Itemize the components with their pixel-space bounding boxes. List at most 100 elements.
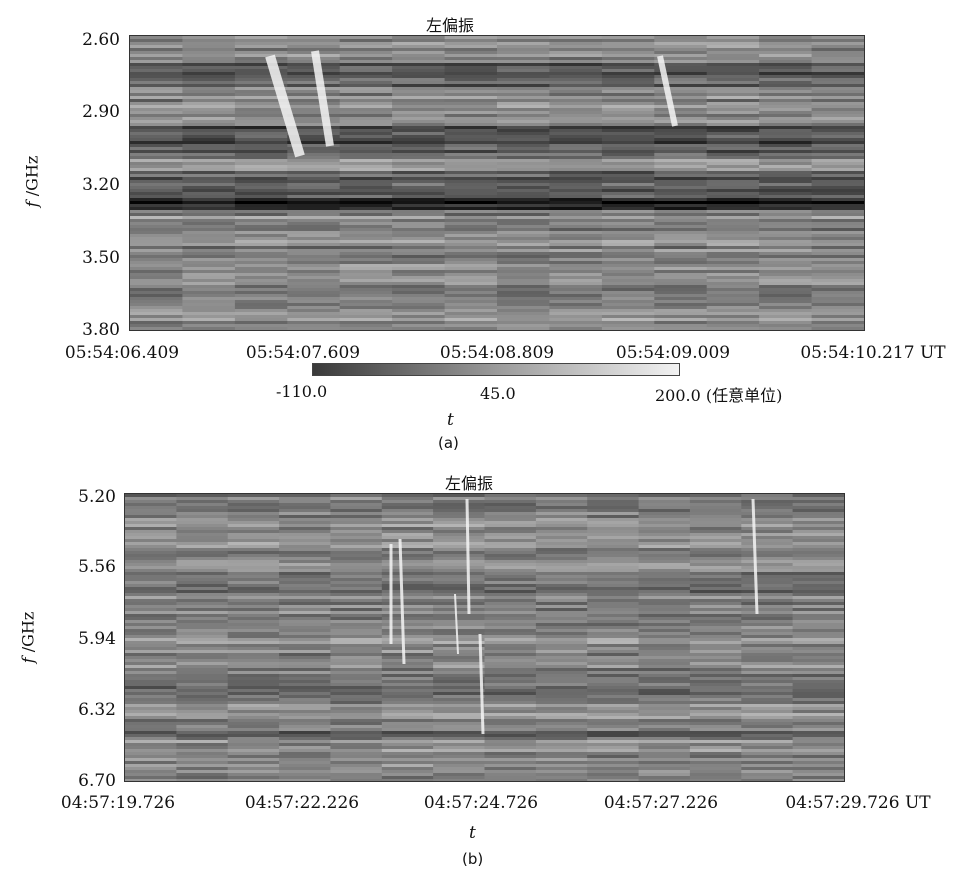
chart-a-cell [444,237,498,240]
chart-a-cell [234,90,289,93]
chart-b-cell [279,704,332,707]
chart-a-cell [392,135,446,138]
chart-a-cell [811,261,864,264]
chart-a-cell [549,135,603,138]
chart-b-cell [433,764,486,767]
chart-b-cell [535,695,589,698]
chart-a-cell [654,102,708,105]
chart-a-cell [392,273,446,276]
chart-b-cell [638,779,691,781]
chart-b-cell [176,737,229,740]
chart-b-cell [638,650,691,653]
chart-b-cell [227,683,281,686]
chart-a-cell [497,309,551,312]
chart-b-cell [176,548,229,551]
chart-a-cell [444,144,498,147]
chart-b-cell [689,539,743,542]
chart-a-cell [182,144,236,147]
chart-b-cell [587,542,640,545]
chart-b-cell [638,638,691,641]
chart-b-cell [484,602,537,605]
chart-b-cell [433,749,486,752]
chart-a-cell [444,300,498,303]
chart-a-cell [130,78,184,81]
chart-b-cell [484,551,537,554]
chart-a-cell [706,246,761,249]
chart-a-cell [287,300,341,303]
chart-a-cell [182,138,236,141]
chart-a-cell [392,327,446,330]
chart-b-cell [125,518,178,521]
chart-b-cell [433,527,486,530]
chart-b-cell [125,734,178,737]
chart-a-cell [706,114,761,117]
chart-a-cell [654,198,708,201]
chart-b-cell [638,515,691,518]
chart-b-cell [792,542,844,545]
chart-b-cell [330,713,383,716]
chart-b-cell [279,710,332,713]
chart-b-cell [381,710,435,713]
chart-b-cell [227,539,281,542]
chart-b-cell [227,593,281,596]
chart-a-cell [392,213,446,216]
chart-b-cell [227,611,281,614]
chart-a-cell [811,231,864,234]
chart-a-cell [549,93,603,96]
chart-a-cell [497,42,551,45]
chart-b-cell [484,779,537,781]
chart-a-cell [444,180,498,183]
chart-b-cell [330,551,383,554]
chart-a-cell [601,102,656,105]
chart-b-cell [125,695,178,698]
chart-a-cell [234,108,289,111]
chart-b-cell [330,644,383,647]
chart-b-cell [741,587,794,590]
chart-a-cell [287,117,341,120]
chart-a-cell [706,39,761,42]
chart-b-cell [535,599,589,602]
chart-a-cell [234,102,289,105]
chart-a-cell [759,105,813,108]
chart-a-cell [130,123,184,126]
chart-a-cell [392,72,446,75]
chart-a-cell [549,249,603,252]
chart-a-cell [392,297,446,300]
chart-a-cell [549,225,603,228]
chart-b-cell [741,542,794,545]
chart-a-cell [759,57,813,60]
chart-a-cell [130,162,184,165]
chart-b-cell [587,626,640,629]
chart-b-cell [792,698,844,701]
chart-a-cell [706,189,761,192]
chart-a-cell [234,306,289,309]
chart-a-cell [392,243,446,246]
chart-b-cell [689,530,743,533]
chart-a-cell [287,144,341,147]
chart-b-cell [587,602,640,605]
chart-a-cell [339,198,394,201]
chart-a-cell [339,120,394,123]
chart-a-cell [497,78,551,81]
chart-a-cell [759,315,813,318]
chart-a-cell [549,282,603,285]
chart-b-cell [176,560,229,563]
chart-b-cell [484,599,537,602]
chart-a-cell [287,264,341,267]
chart-a-cell [392,69,446,72]
chart-b-cell [330,653,383,656]
chart-a-cell [497,282,551,285]
chart-b-cell [587,713,640,716]
chart-a-cell [130,72,184,75]
chart-a-ytick-2: 3.20 [82,175,120,195]
chart-a-cell [287,147,341,150]
chart-b-cell [587,773,640,776]
chart-b-cell [741,683,794,686]
chart-a-cell [287,195,341,198]
chart-b-cell [792,668,844,671]
chart-a-cell [130,87,184,90]
chart-a-cell [130,192,184,195]
chart-a-cell [234,213,289,216]
chart-a-cell [287,186,341,189]
chart-b-cell [792,548,844,551]
